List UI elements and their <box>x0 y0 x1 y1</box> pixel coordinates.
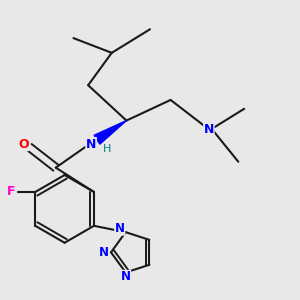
Text: O: O <box>18 138 29 151</box>
Text: H: H <box>103 143 112 154</box>
Text: F: F <box>7 185 15 199</box>
Text: N: N <box>121 270 131 284</box>
Text: N: N <box>86 138 96 151</box>
Text: N: N <box>204 123 214 136</box>
Text: N: N <box>115 222 125 235</box>
Polygon shape <box>94 121 126 144</box>
Text: N: N <box>99 246 109 259</box>
